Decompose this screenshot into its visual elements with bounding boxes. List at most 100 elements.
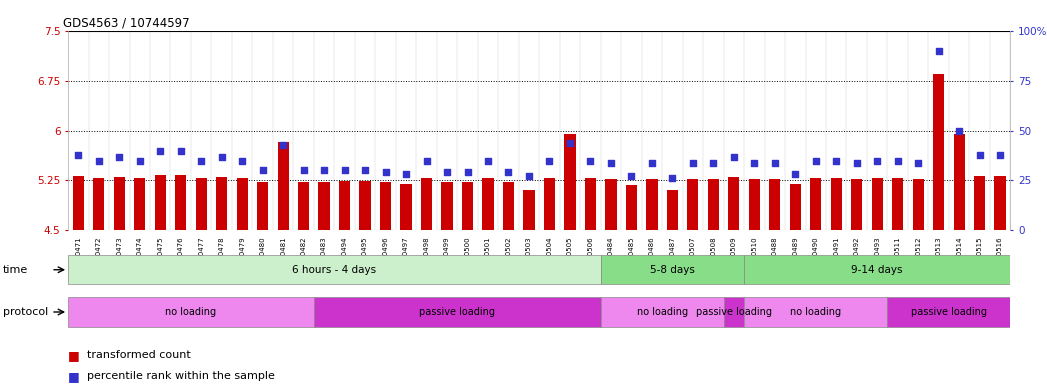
Bar (68, 255, 601, 285)
Bar (830, 179, 842, 230)
Point (951, 127, 967, 134)
Point (807, 157, 824, 164)
Point (520, 174, 537, 180)
Bar (359, 181, 371, 230)
Point (561, 139, 578, 146)
Text: 6 hours - 4 days: 6 hours - 4 days (292, 265, 377, 275)
Point (972, 151, 988, 157)
Text: transformed count: transformed count (87, 350, 191, 360)
Bar (543, 179, 555, 230)
Bar (216, 177, 227, 230)
Point (931, 48, 948, 54)
Point (131, 157, 148, 164)
Point (295, 167, 312, 174)
Point (541, 157, 558, 164)
Bar (744, 255, 1010, 285)
Bar (789, 184, 801, 230)
Bar (155, 175, 165, 230)
Text: no loading: no loading (790, 307, 842, 317)
Bar (888, 297, 1010, 327)
Bar (503, 182, 514, 230)
Bar (687, 179, 698, 230)
Text: no loading: no loading (165, 307, 217, 317)
Text: passive loading: passive loading (911, 307, 987, 317)
Point (398, 171, 415, 177)
Point (173, 147, 190, 154)
Bar (810, 179, 822, 230)
Bar (601, 297, 723, 327)
Bar (995, 176, 1006, 230)
Point (460, 169, 476, 175)
Point (685, 159, 701, 166)
Bar (913, 179, 923, 230)
Bar (933, 74, 944, 230)
Point (480, 157, 496, 164)
Bar (749, 179, 760, 230)
Point (766, 159, 783, 166)
Bar (626, 185, 637, 230)
Bar (442, 182, 452, 230)
Point (869, 157, 886, 164)
Bar (237, 179, 248, 230)
Text: no loading: no loading (637, 307, 688, 317)
Point (745, 159, 762, 166)
Text: ■: ■ (68, 349, 84, 362)
Point (582, 157, 599, 164)
Point (70, 151, 87, 157)
Point (705, 159, 721, 166)
Point (233, 157, 250, 164)
Bar (421, 179, 432, 230)
Bar (564, 134, 576, 230)
Bar (708, 179, 719, 230)
Point (111, 154, 128, 160)
Point (787, 171, 804, 177)
Text: 9-14 days: 9-14 days (851, 265, 903, 275)
Point (316, 167, 333, 174)
Bar (871, 179, 883, 230)
Bar (954, 134, 964, 230)
Point (357, 167, 374, 174)
Bar (314, 297, 601, 327)
Point (602, 159, 619, 166)
Bar (68, 297, 314, 327)
Point (828, 157, 845, 164)
Bar (667, 190, 678, 230)
Text: passive loading: passive loading (419, 307, 495, 317)
Text: GDS4563 / 10744597: GDS4563 / 10744597 (64, 17, 190, 30)
Point (910, 159, 927, 166)
Point (889, 157, 906, 164)
Point (152, 147, 169, 154)
Point (336, 167, 353, 174)
Bar (605, 179, 617, 230)
Bar (114, 177, 125, 230)
Bar (93, 179, 105, 230)
Bar (723, 297, 744, 327)
Point (623, 174, 640, 180)
Bar (524, 190, 535, 230)
Text: 5-8 days: 5-8 days (650, 265, 695, 275)
Bar (380, 182, 392, 230)
Bar (72, 176, 84, 230)
Point (664, 175, 681, 182)
Point (377, 169, 394, 175)
Point (848, 159, 865, 166)
Point (193, 157, 209, 164)
Bar (585, 179, 596, 230)
Text: ■: ■ (68, 370, 84, 383)
Text: time: time (3, 265, 28, 275)
Bar (728, 177, 739, 230)
Bar (400, 184, 411, 230)
Point (500, 169, 517, 175)
Bar (257, 182, 268, 230)
Point (439, 169, 455, 175)
Bar (196, 179, 207, 230)
Point (214, 154, 230, 160)
Bar (744, 297, 888, 327)
Bar (974, 176, 985, 230)
Text: passive loading: passive loading (696, 307, 772, 317)
Point (254, 167, 271, 174)
Point (418, 157, 435, 164)
Bar (134, 179, 146, 230)
Bar (483, 179, 493, 230)
Bar (277, 142, 289, 230)
